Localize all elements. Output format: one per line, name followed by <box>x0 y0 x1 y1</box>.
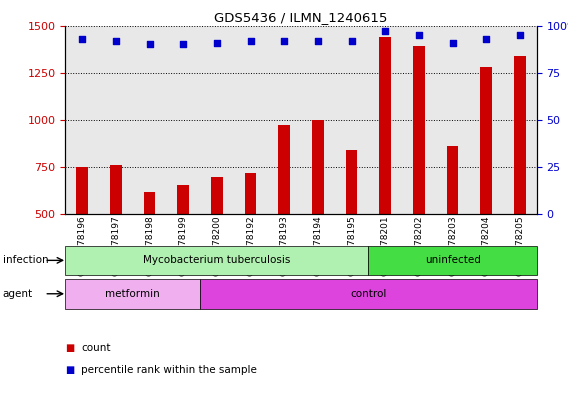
Text: Mycobacterium tuberculosis: Mycobacterium tuberculosis <box>143 255 291 265</box>
Text: control: control <box>350 289 387 299</box>
Bar <box>144 191 156 309</box>
Point <box>145 41 154 48</box>
Title: GDS5436 / ILMN_1240615: GDS5436 / ILMN_1240615 <box>214 11 388 24</box>
Text: ■: ■ <box>65 365 74 375</box>
Bar <box>413 46 425 309</box>
Text: infection: infection <box>3 255 48 265</box>
Bar <box>200 279 537 309</box>
Point <box>111 37 120 44</box>
Bar <box>369 246 537 275</box>
Bar <box>514 56 526 309</box>
Bar <box>379 37 391 309</box>
Point <box>414 32 423 38</box>
Bar <box>346 150 357 309</box>
Point <box>279 37 289 44</box>
Bar <box>446 146 458 309</box>
Bar <box>278 125 290 309</box>
Point <box>482 36 491 42</box>
Point <box>448 39 457 46</box>
Text: count: count <box>81 343 111 353</box>
Point <box>178 41 187 48</box>
Text: uninfected: uninfected <box>425 255 481 265</box>
Text: ■: ■ <box>65 343 74 353</box>
Point <box>381 28 390 34</box>
Bar <box>65 246 369 275</box>
Bar <box>76 167 88 309</box>
Point <box>314 37 323 44</box>
Point <box>347 37 356 44</box>
Bar <box>110 165 122 309</box>
Bar <box>481 67 492 309</box>
Bar <box>312 120 324 309</box>
Bar <box>177 185 189 309</box>
Point <box>212 39 222 46</box>
Point <box>515 32 524 38</box>
Bar <box>211 177 223 309</box>
Text: metformin: metformin <box>105 289 160 299</box>
Bar <box>245 173 256 309</box>
Bar <box>65 279 200 309</box>
Point <box>78 36 87 42</box>
Text: agent: agent <box>3 289 33 299</box>
Text: percentile rank within the sample: percentile rank within the sample <box>81 365 257 375</box>
Point <box>246 37 255 44</box>
